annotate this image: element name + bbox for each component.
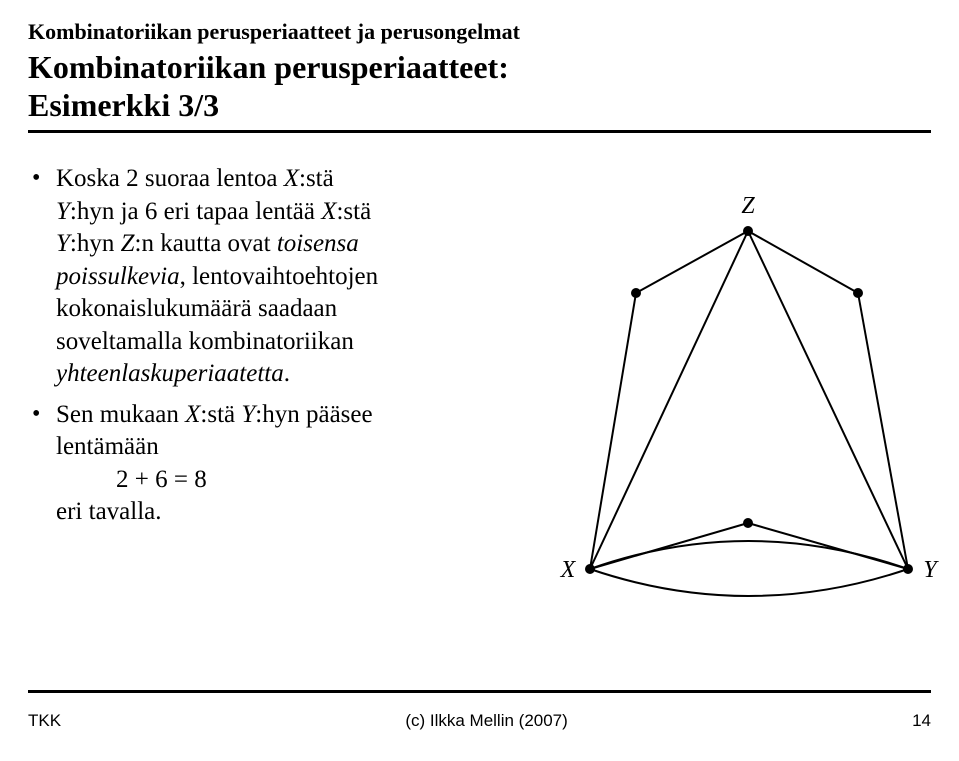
b2-l3: eri tavalla. <box>56 498 162 525</box>
title-line-2: Esimerkki 3/3 <box>28 86 931 124</box>
edge <box>748 231 858 293</box>
node-label-Y: Y <box>923 557 939 583</box>
b1-l1a: Koska 2 suoraa lentoa <box>56 165 284 192</box>
footer-left: TKK <box>28 711 61 731</box>
node-Y <box>903 564 913 574</box>
edge <box>590 293 636 569</box>
b1-l2b: :hyn ja 6 eri tapaa lentää <box>70 198 321 225</box>
b2-l1c: :stä <box>200 401 241 428</box>
kicker: Kombinatoriikan perusperiaatteet ja peru… <box>28 18 931 46</box>
b1-l1b: X <box>284 165 299 192</box>
b2-l1b: X <box>185 401 200 428</box>
edge-curved <box>590 541 908 569</box>
node-label-X: X <box>560 557 577 583</box>
edge <box>590 231 748 569</box>
top-rule <box>28 130 931 133</box>
b1-l3e: toisensa <box>277 230 359 257</box>
b1-l3d: :n kautta ovat <box>135 230 277 257</box>
edge-curved <box>590 569 908 596</box>
edge <box>858 293 908 569</box>
footer: TKK (c) Ilkka Mellin (2007) 14 <box>28 711 931 731</box>
b2-l1d: Y <box>241 401 255 428</box>
b2-eq: 2 + 6 = 8 <box>56 466 207 493</box>
bottom-rule <box>28 690 931 693</box>
title-line-1: Kombinatoriikan perusperiaatteet: <box>28 48 931 86</box>
bullet-2: Sen mukaan X:stä Y:hyn pääsee lentämään … <box>28 399 548 529</box>
slide-page: Kombinatoriikan perusperiaatteet ja peru… <box>0 0 959 761</box>
b1-l2d: :stä <box>336 198 371 225</box>
b1-l3c: Z <box>121 230 135 257</box>
b1-l5: kokonaislukumäärä saadaan <box>56 295 337 322</box>
flight-diagram: Z X Y <box>548 173 948 613</box>
b2-l1e: :hyn pääsee <box>255 401 372 428</box>
node-T2 <box>853 288 863 298</box>
node-X <box>585 564 595 574</box>
footer-center: (c) Ilkka Mellin (2007) <box>405 711 568 731</box>
b2-l2: lentämään <box>56 433 159 460</box>
body-row: Koska 2 suoraa lentoa X:stä Y:hyn ja 6 e… <box>28 163 931 537</box>
node-Z <box>743 226 753 236</box>
node-label-Z: Z <box>741 193 755 219</box>
b2-l1a: Sen mukaan <box>56 401 185 428</box>
diagram-column: ZXY <box>558 163 931 537</box>
bullet-1: Koska 2 suoraa lentoa X:stä Y:hyn ja 6 e… <box>28 163 548 391</box>
b1-l4b: , lentovaihtoehtojen <box>180 263 379 290</box>
b1-l7b: . <box>284 360 290 387</box>
b1-l7: yhteenlaskuperiaatetta <box>56 360 284 387</box>
b1-l2c: X <box>321 198 336 225</box>
b1-l3b: :hyn <box>70 230 121 257</box>
edge <box>748 231 908 569</box>
node-T1 <box>631 288 641 298</box>
node-Bmid <box>743 518 753 528</box>
b1-l3a: Y <box>56 230 70 257</box>
edge <box>636 231 748 293</box>
b1-l6: soveltamalla kombinatoriikan <box>56 328 354 355</box>
b1-l2a: Y <box>56 198 70 225</box>
b1-l1c: :stä <box>299 165 334 192</box>
footer-right: 14 <box>912 711 931 731</box>
text-column: Koska 2 suoraa lentoa X:stä Y:hyn ja 6 e… <box>28 163 548 537</box>
b1-l4a: poissulkevia <box>56 263 180 290</box>
